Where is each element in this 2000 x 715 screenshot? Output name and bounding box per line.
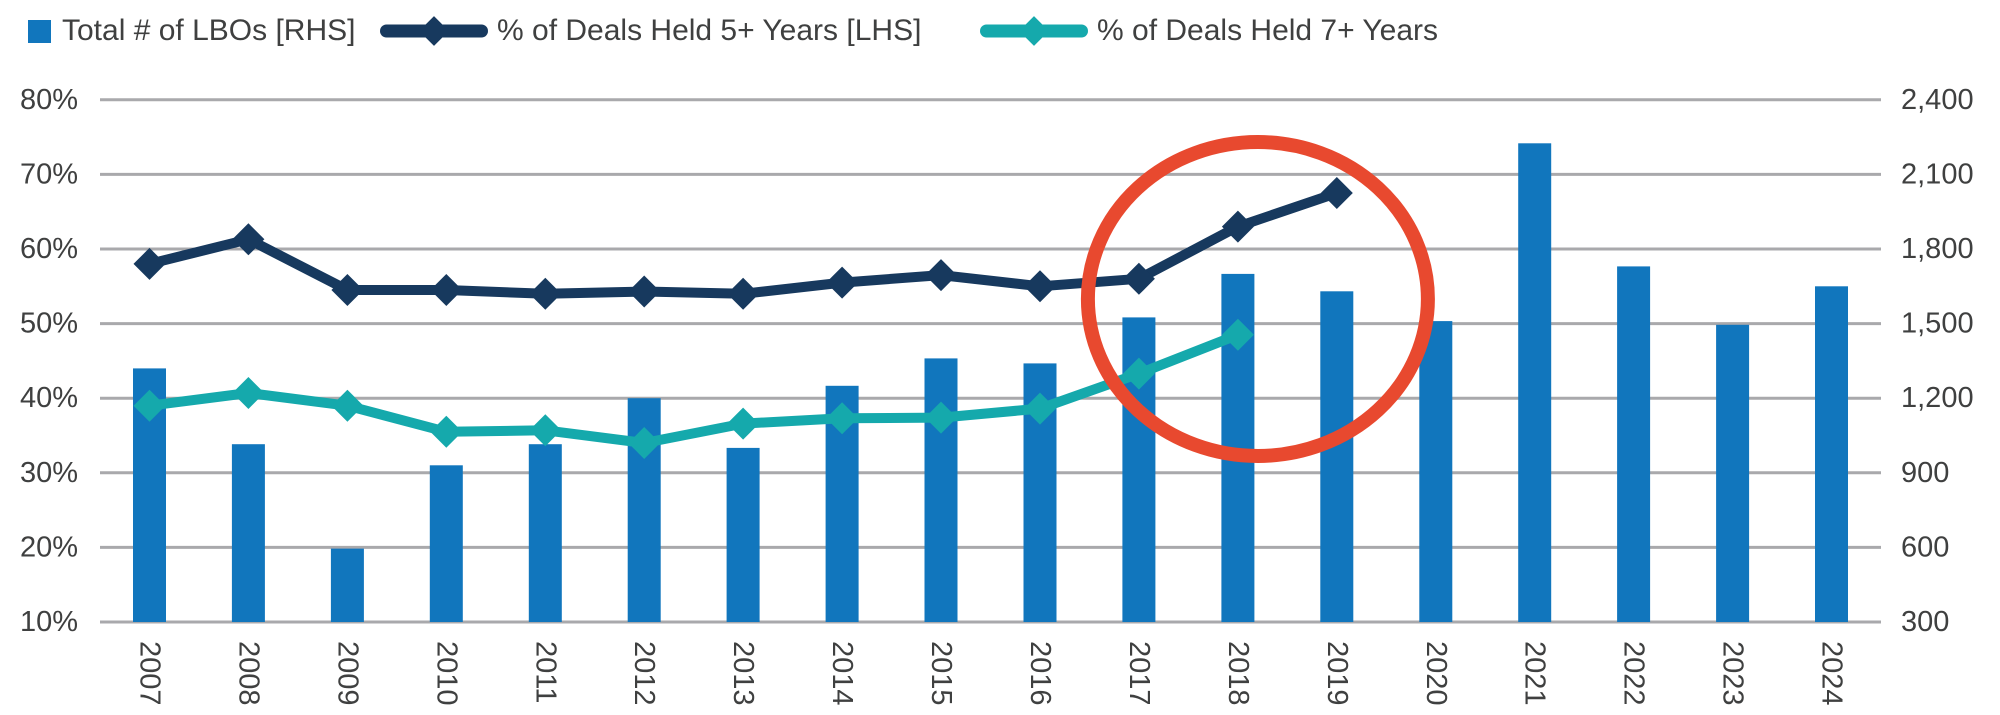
year-label-2012: 2012 [628, 641, 660, 706]
year-label-2011: 2011 [529, 641, 561, 703]
bar-2020 [1419, 321, 1453, 622]
line-7plus-diamond-marker [1221, 318, 1254, 351]
left-axis-tick-label: 70% [20, 158, 78, 190]
legend-label-held-5plus: % of Deals Held 5+ Years [LHS] [497, 14, 922, 47]
legend-label-held-7plus: % of Deals Held 7+ Years [1097, 14, 1439, 47]
line-5plus-diamond-marker [133, 247, 166, 280]
year-label-2007: 2007 [134, 641, 166, 706]
bar-2022 [1617, 266, 1651, 622]
right-axis-tick-label: 600 [1901, 531, 1949, 563]
line-5plus-diamond-marker [232, 223, 265, 256]
year-label-2013: 2013 [727, 641, 759, 706]
legend-item-total-lbos: Total # of LBOs [RHS] [28, 8, 355, 54]
bar-2015 [924, 358, 958, 622]
line-7plus-diamond-marker [1024, 392, 1056, 425]
year-label-2024: 2024 [1816, 641, 1848, 706]
right-axis-tick-label: 2,100 [1901, 158, 1974, 190]
bar-2008 [231, 444, 265, 622]
bar-2011 [528, 444, 562, 622]
year-label-2009: 2009 [331, 641, 363, 706]
year-label-2021: 2021 [1519, 641, 1551, 706]
legend-item-held-7plus: % of Deals Held 7+ Years [980, 8, 1438, 54]
line-7plus-diamond-marker [1122, 357, 1155, 390]
line-5plus-diamond-marker [529, 277, 562, 310]
right-axis-tick-label: 900 [1901, 457, 1949, 489]
year-label-2016: 2016 [1024, 641, 1056, 706]
year-label-2014: 2014 [826, 641, 858, 706]
year-label-2015: 2015 [925, 641, 957, 706]
left-axis-tick-label: 80% [20, 84, 78, 116]
line-5plus-diamond-marker [1024, 270, 1056, 303]
bar-series-swatch-icon [28, 19, 51, 43]
line-7plus-diamond-marker [727, 407, 760, 440]
right-axis-tick-label: 1,500 [1901, 308, 1974, 340]
left-axis-tick-label: 50% [20, 308, 78, 340]
bar-2024 [1815, 286, 1848, 622]
line-5plus-diamond-marker [1320, 177, 1353, 209]
year-label-2022: 2022 [1618, 641, 1650, 706]
chart-legend: Total # of LBOs [RHS] % of Deals Held 5+… [0, 8, 2000, 54]
line-7plus-diamond-marker [133, 389, 166, 422]
legend-item-held-5plus: % of Deals Held 5+ Years [LHS] [380, 8, 921, 54]
line-5plus-diamond-marker [727, 277, 760, 310]
legend-label-total-lbos: Total # of LBOs [RHS] [62, 14, 356, 47]
line-diamond-swatch-icon [980, 16, 1088, 46]
right-axis-tick-label: 300 [1901, 606, 1949, 638]
line-7plus-diamond-marker [430, 415, 463, 448]
diamond-marker-icon [1019, 16, 1049, 46]
line-5plus-diamond-marker [331, 274, 364, 306]
left-axis-tick-label: 40% [20, 382, 78, 414]
right-axis-tick-label: 1,800 [1901, 233, 1974, 265]
bar-2013 [726, 447, 760, 622]
bar-2021 [1518, 143, 1552, 623]
bar-2019 [1320, 291, 1354, 622]
line-7plus-diamond-marker [925, 401, 957, 434]
line-7plus [144, 329, 1243, 448]
year-label-2023: 2023 [1717, 641, 1749, 706]
left-axis-tick-label: 20% [20, 531, 78, 563]
line-5plus-diamond-marker [826, 266, 859, 299]
left-axis-tick-label: 60% [20, 233, 78, 265]
year-label-2008: 2008 [232, 641, 264, 706]
line-5plus-diamond-marker [430, 274, 463, 306]
left-axis-tick-label: 10% [20, 606, 78, 638]
line-7plus-diamond-marker [331, 389, 364, 422]
line-5plus-diamond-marker [628, 275, 661, 308]
year-label-2018: 2018 [1222, 641, 1254, 706]
year-label-2010: 2010 [430, 641, 462, 706]
year-label-2020: 2020 [1420, 641, 1452, 706]
right-axis-tick-label: 1,200 [1901, 382, 1974, 414]
line-7plus-diamond-marker [826, 402, 859, 435]
line-5plus-diamond-marker [1122, 262, 1155, 295]
bar-2010 [429, 465, 463, 622]
highlight-circle-annotation [1080, 135, 1435, 463]
line-5plus-diamond-marker [1221, 210, 1254, 243]
right-axis-tick-label: 2,400 [1901, 84, 1974, 116]
bar-2009 [330, 548, 364, 622]
year-label-2019: 2019 [1321, 641, 1353, 706]
left-axis-tick-label: 30% [20, 457, 78, 489]
line-7plus-diamond-marker [529, 414, 562, 447]
year-label-2017: 2017 [1123, 641, 1155, 706]
line-diamond-swatch-icon [380, 16, 488, 46]
line-7plus-diamond-marker [628, 427, 661, 459]
line-7plus-diamond-marker [232, 377, 265, 409]
bar-2023 [1716, 324, 1750, 622]
line-5plus-diamond-marker [925, 259, 957, 292]
diamond-marker-icon [419, 16, 449, 46]
